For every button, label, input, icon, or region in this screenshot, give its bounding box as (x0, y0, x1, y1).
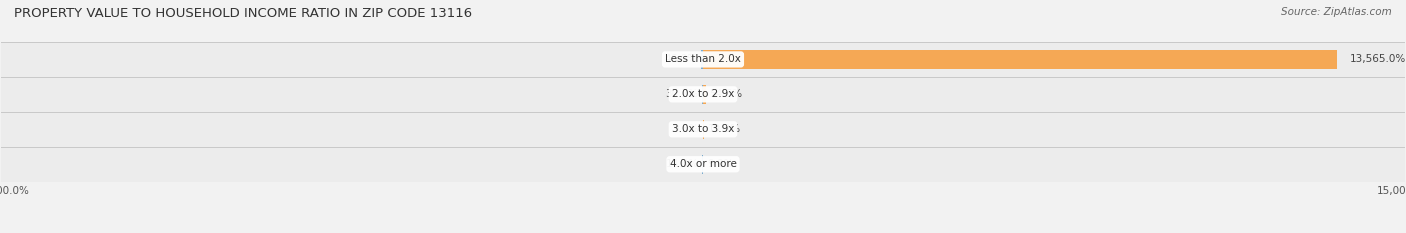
Bar (700, 50, 703, 69)
Text: Source: ZipAtlas.com: Source: ZipAtlas.com (1281, 7, 1392, 17)
Bar (703, 85, 706, 104)
Text: 19.3%: 19.3% (707, 124, 741, 134)
Text: 9.9%: 9.9% (707, 159, 734, 169)
Text: 54.6%: 54.6% (709, 89, 742, 99)
Bar (702, 85, 703, 104)
Bar (1, 77, 1405, 112)
Bar (1, 42, 1405, 77)
Text: 14.3%: 14.3% (665, 159, 699, 169)
Text: 9.6%: 9.6% (672, 124, 699, 134)
Text: 3.0x to 3.9x: 3.0x to 3.9x (672, 124, 734, 134)
Text: 2.0x to 2.9x: 2.0x to 2.9x (672, 89, 734, 99)
Text: 30.2%: 30.2% (665, 89, 697, 99)
Text: 13,565.0%: 13,565.0% (1350, 55, 1406, 64)
Text: PROPERTY VALUE TO HOUSEHOLD INCOME RATIO IN ZIP CODE 13116: PROPERTY VALUE TO HOUSEHOLD INCOME RATIO… (14, 7, 472, 20)
Text: 4.0x or more: 4.0x or more (669, 159, 737, 169)
Bar (703, 50, 1337, 69)
Text: 46.0%: 46.0% (664, 55, 697, 64)
Text: Less than 2.0x: Less than 2.0x (665, 55, 741, 64)
Bar (1, 147, 1405, 182)
Bar (1, 112, 1405, 147)
